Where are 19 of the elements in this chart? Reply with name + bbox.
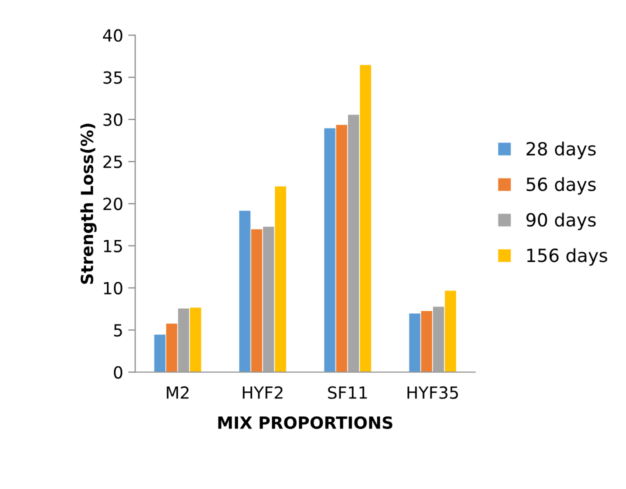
y-tick-label: 15 xyxy=(104,240,122,252)
legend-label: 90 days xyxy=(526,212,596,230)
y-tick-label: 20 xyxy=(103,198,122,210)
legend-label: 156 days xyxy=(527,248,608,266)
y-tick-label: 35 xyxy=(103,71,122,84)
legend-label: 56 days xyxy=(526,177,596,195)
y-tick-label: 25 xyxy=(103,156,122,168)
y-tick-label: 10 xyxy=(104,282,122,294)
y-tick-label: 40 xyxy=(103,29,122,42)
x-tick-label: HYF35 xyxy=(408,386,458,399)
x-tick-label: M2 xyxy=(166,386,189,399)
y-tick-label: 30 xyxy=(103,113,122,126)
x-tick-label: HYF2 xyxy=(242,386,282,399)
y-tick-label: 5 xyxy=(114,324,122,337)
legend-label: 28 days xyxy=(526,142,596,160)
x-axis-title: MIX PROPORTIONS xyxy=(218,416,392,429)
y-tick-label: 0 xyxy=(114,366,122,379)
y-axis-title: Strength Loss(%) xyxy=(80,124,97,284)
x-tick-label: SF11 xyxy=(328,386,367,399)
